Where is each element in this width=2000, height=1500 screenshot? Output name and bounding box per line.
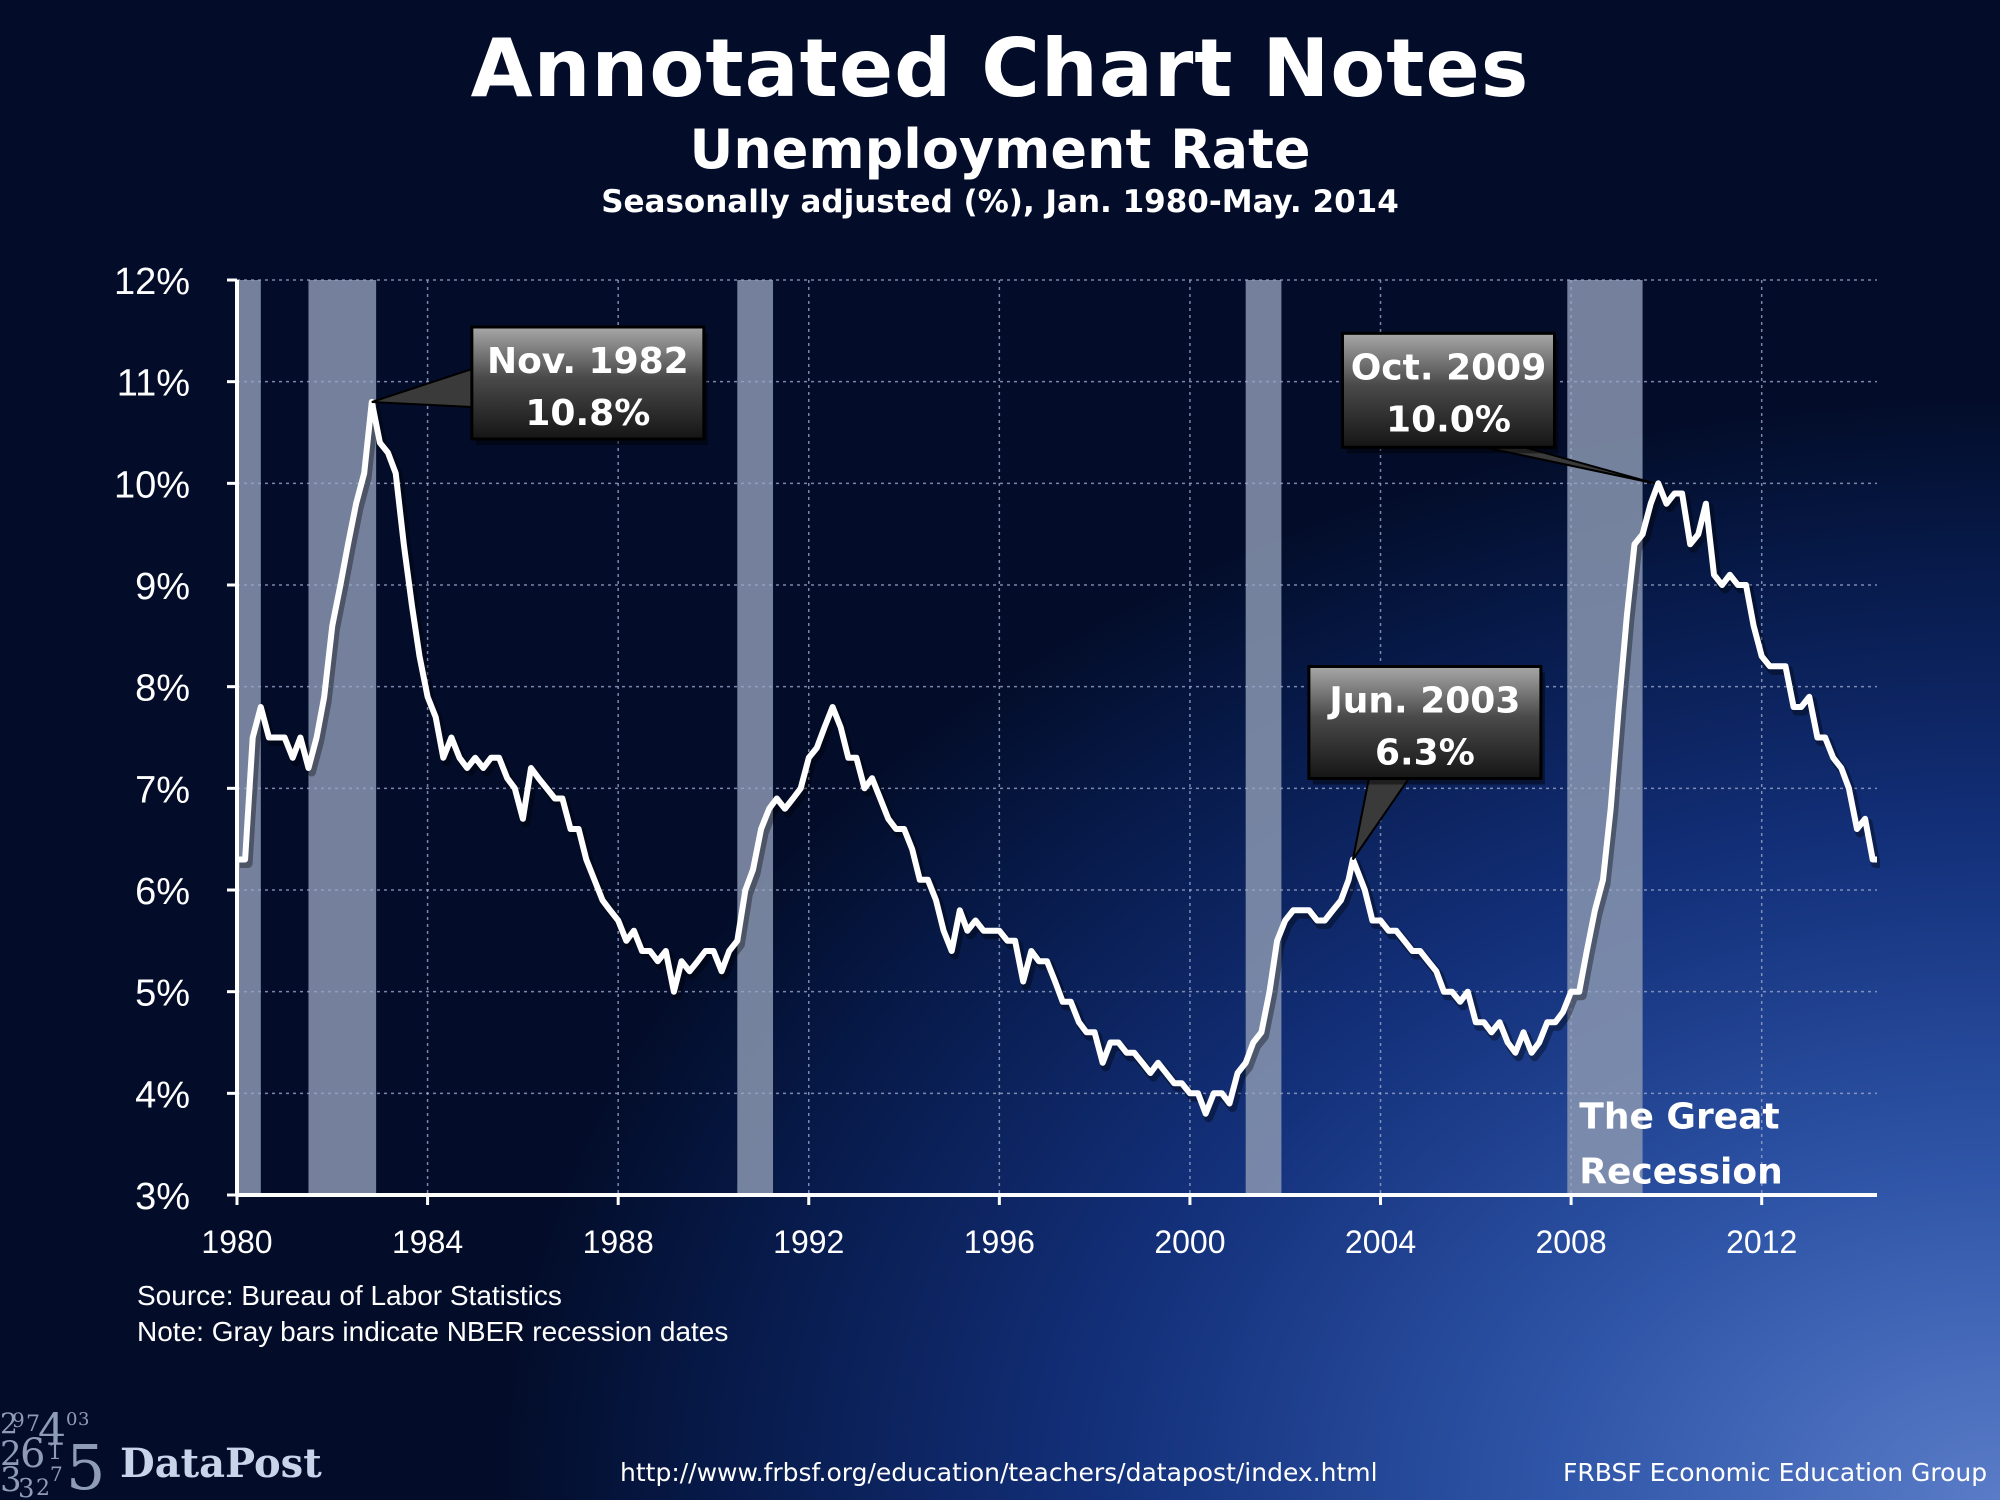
chart-subtitle: Unemployment Rate: [689, 118, 1311, 181]
svg-text:9: 9: [12, 1408, 25, 1432]
callout: Nov. 1982 10.8%: [371, 325, 708, 445]
y-tick-label: 11%: [117, 363, 190, 405]
recession-bar: [737, 280, 774, 1195]
footer-org: FRBSF Economic Education Group: [1563, 1458, 1988, 1487]
svg-text:7: 7: [26, 1412, 40, 1437]
recession-label-line: The Great: [1579, 1096, 1779, 1137]
logo-text: DataPost: [120, 1440, 322, 1487]
svg-text:2: 2: [36, 1476, 50, 1500]
recession-bar: [1567, 280, 1643, 1195]
svg-text:3: 3: [0, 1460, 22, 1500]
series-line: [237, 399, 1877, 1117]
svg-text:7: 7: [50, 1462, 63, 1486]
x-tick-label: 1996: [964, 1224, 1035, 1260]
y-tick-label: 4%: [135, 1074, 190, 1116]
source-note: Source: Bureau of Labor Statistics: [137, 1280, 562, 1311]
callout-date: Jun. 2003: [1326, 681, 1520, 722]
svg-text:5: 5: [66, 1431, 105, 1500]
callouts: Nov. 1982 10.8% Oct. 2009 10.0% Jun. 2003 6.3…: [371, 325, 1655, 861]
y-tick-label: 6%: [135, 871, 190, 913]
x-tick-label: 1992: [773, 1224, 844, 1260]
callout-date: Nov. 1982: [487, 341, 689, 382]
y-tick-label: 9%: [135, 566, 190, 608]
x-tick-label: 2000: [1154, 1224, 1225, 1260]
svg-text:1: 1: [48, 1440, 62, 1465]
recession-label-line: Recession: [1579, 1151, 1782, 1192]
axes: 3% 4% 5% 6% 7% 8% 9% 10% 11% 12% 1980 1984 1988 1992 1…: [114, 261, 1877, 1260]
svg-text:0: 0: [66, 1409, 77, 1430]
datapost-logo-icon: 2 9 7 4 0 3 2 6 1 5 3 3 2 7: [0, 1405, 105, 1500]
x-tick-label: 2012: [1726, 1224, 1797, 1260]
x-tick-label: 1980: [201, 1224, 272, 1260]
y-tick-label: 8%: [135, 668, 190, 710]
unemployment-chart: 3% 4% 5% 6% 7% 8% 9% 10% 11% 12% 1980 1984 1988 1992 1…: [114, 261, 1881, 1260]
svg-text:4: 4: [38, 1405, 66, 1456]
footer-url[interactable]: http://www.frbsf.org/education/teachers/…: [620, 1458, 1378, 1487]
y-tick-label: 3%: [135, 1176, 190, 1218]
x-tick-label: 1984: [392, 1224, 463, 1260]
callout-value: 10.0%: [1386, 399, 1511, 440]
y-tick-label: 10%: [114, 464, 190, 506]
callout-value: 6.3%: [1375, 733, 1475, 774]
recession-bar: [237, 280, 261, 1195]
y-tick-label: 7%: [135, 769, 190, 811]
svg-text:3: 3: [78, 1409, 89, 1430]
x-tick-label: 2008: [1536, 1224, 1607, 1260]
recession-note: Note: Gray bars indicate NBER recession …: [137, 1316, 729, 1347]
y-tick-label: 5%: [135, 973, 190, 1015]
recession-bar: [308, 280, 377, 1195]
y-tick-label: 12%: [114, 261, 190, 303]
callout-pointer: [371, 367, 473, 409]
chart-description: Seasonally adjusted (%), Jan. 1980-May. …: [601, 184, 1399, 220]
callout-date: Oct. 2009: [1351, 347, 1547, 388]
callout-value: 10.8%: [525, 393, 650, 434]
svg-text:3: 3: [18, 1474, 35, 1500]
callout-box: [470, 325, 706, 441]
x-tick-label: 2004: [1345, 1224, 1416, 1260]
svg-text:2: 2: [0, 1407, 18, 1440]
callout-box: [1307, 665, 1543, 780]
callout: Oct. 2009 10.0%: [1340, 331, 1655, 485]
page-title: Annotated Chart Notes: [470, 22, 1530, 115]
recession-label: The Great Recession: [1579, 1096, 1782, 1192]
series-line: [237, 399, 1881, 1123]
callout-box: [1340, 331, 1556, 449]
x-tick-label: 1988: [583, 1224, 654, 1260]
svg-text:6: 6: [20, 1431, 45, 1477]
svg-text:2: 2: [0, 1434, 22, 1474]
callout: Jun. 2003 6.3%: [1307, 665, 1545, 861]
